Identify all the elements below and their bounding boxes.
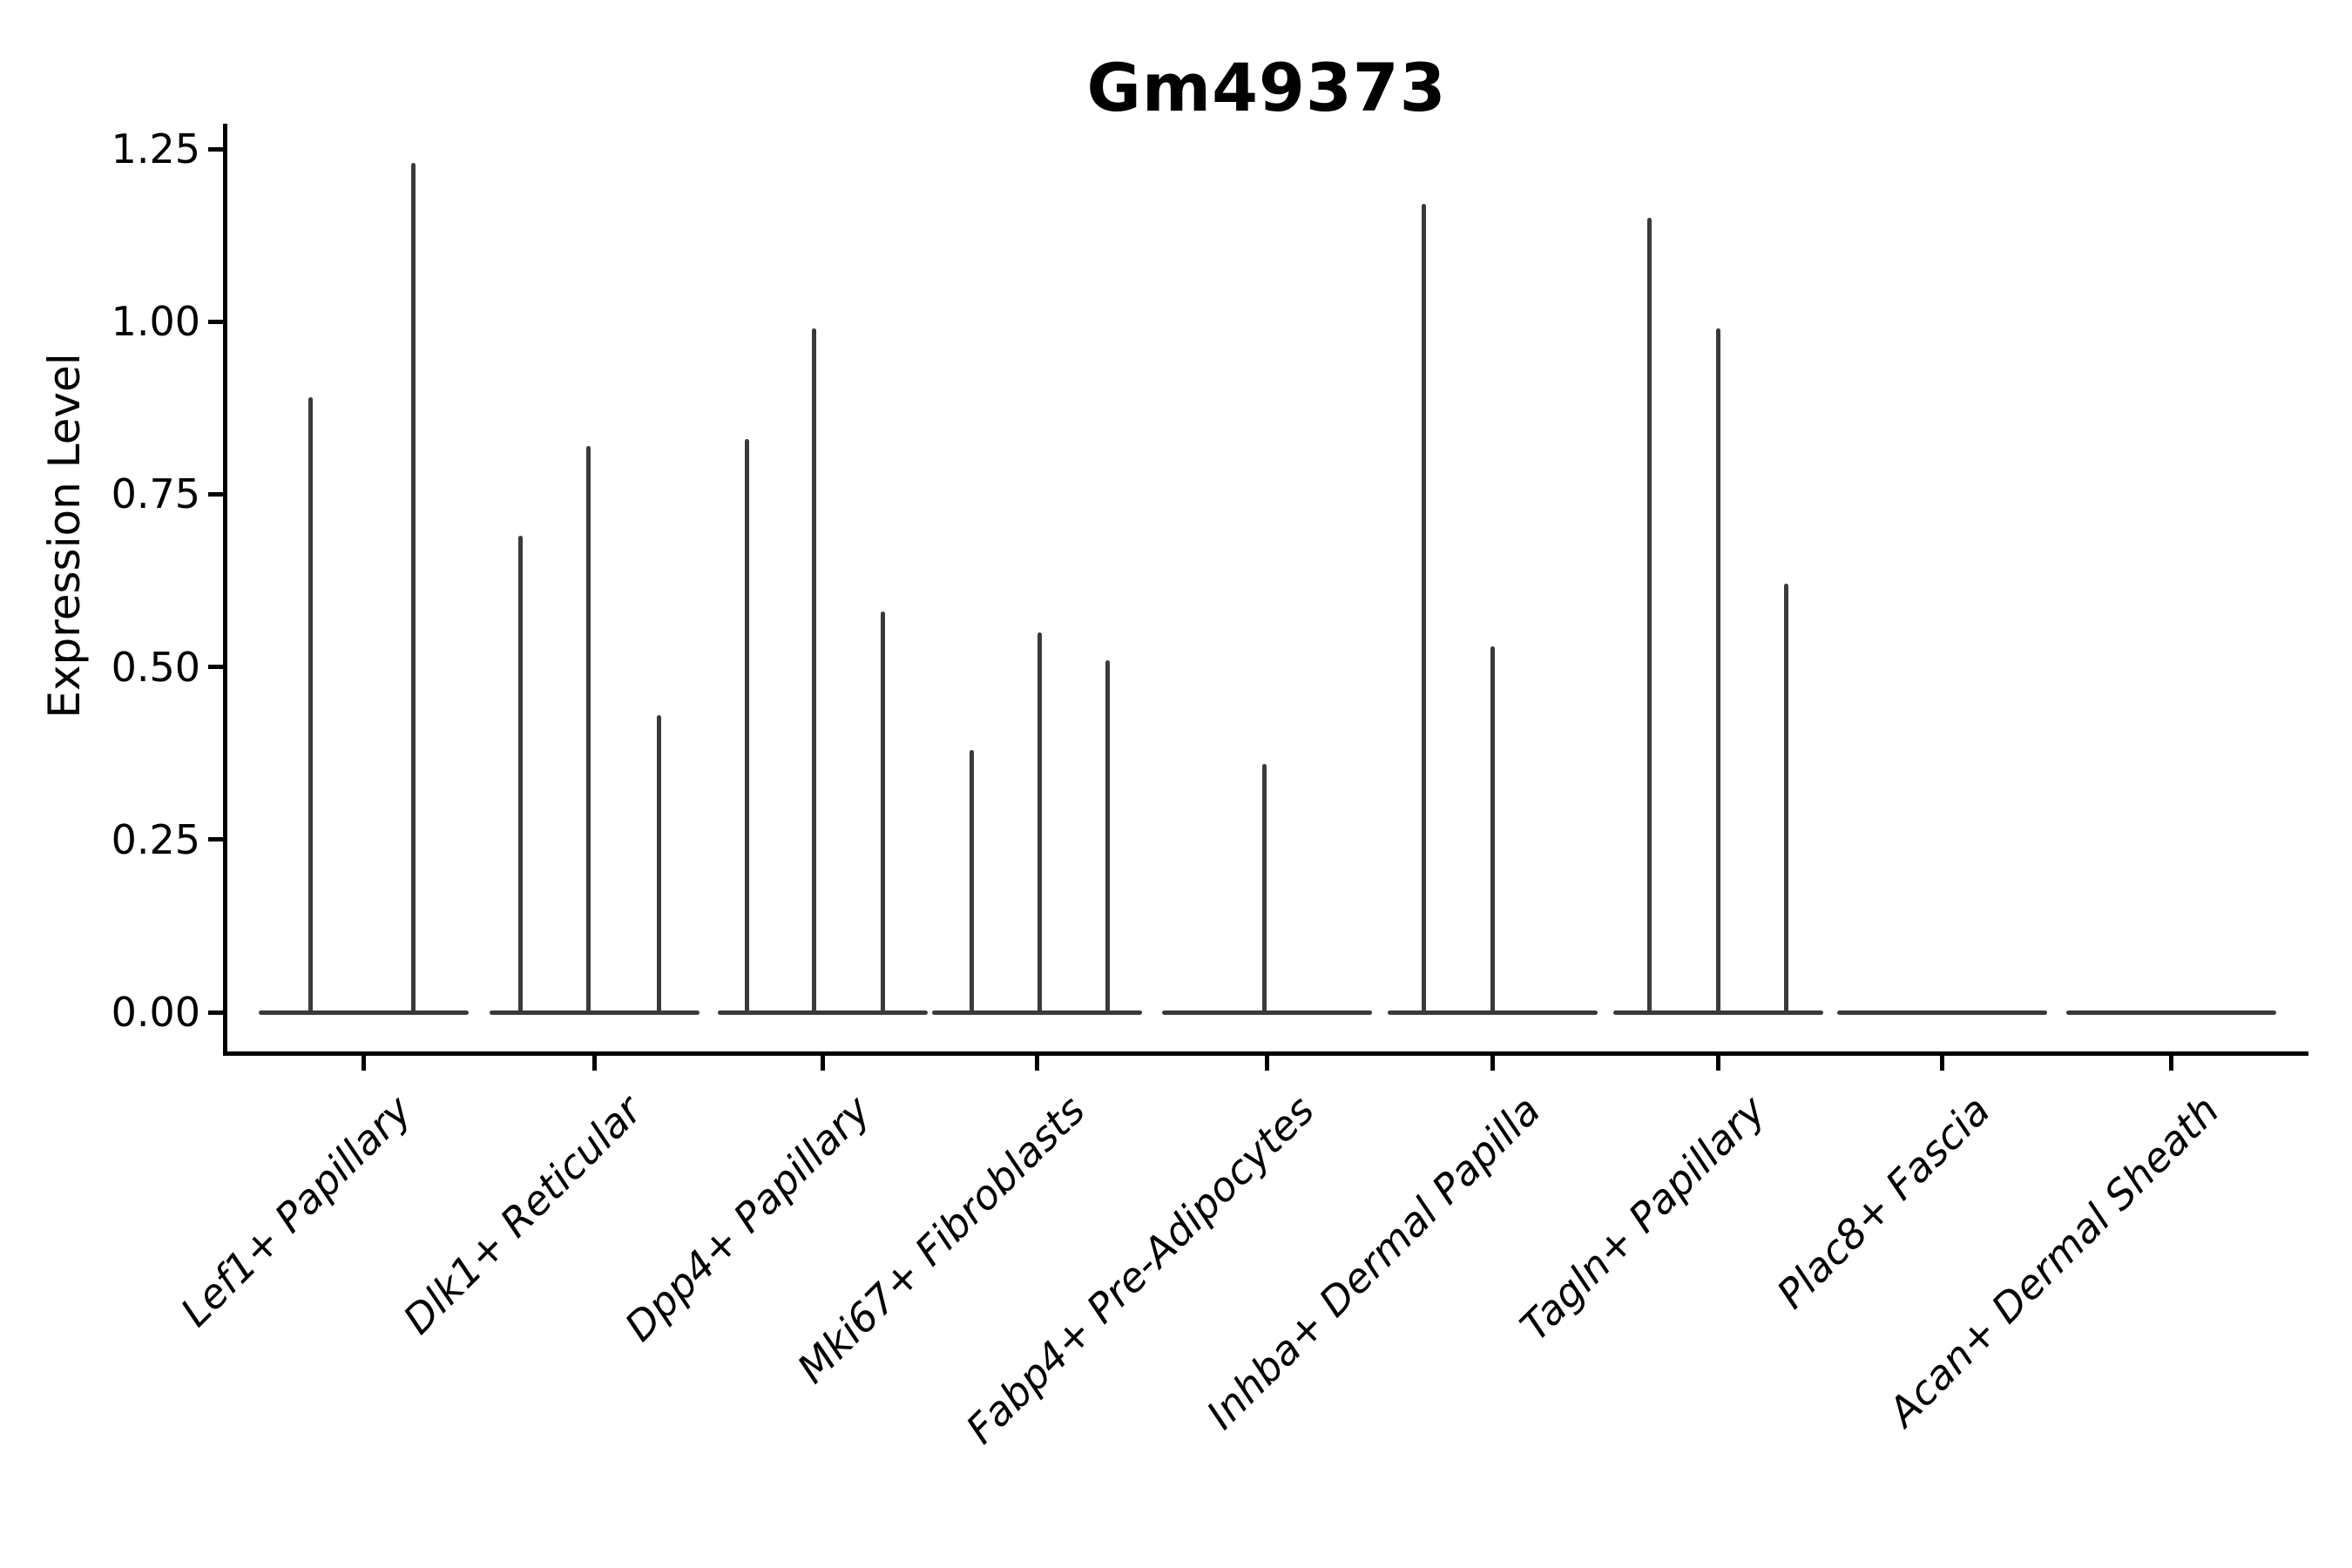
violin-spike — [1037, 632, 1043, 1014]
violin-spike — [1715, 328, 1720, 1014]
violin-spike — [586, 445, 591, 1014]
violin-spike — [1105, 659, 1111, 1014]
y-tick-label: 1.25 — [111, 125, 200, 172]
y-tick — [208, 319, 223, 324]
x-tick — [1490, 1056, 1495, 1071]
violin-baseline — [1836, 1010, 2047, 1015]
x-tick — [1715, 1056, 1720, 1071]
x-tick — [591, 1056, 597, 1071]
violin-spike — [1490, 645, 1495, 1014]
x-tick-label: Plac8+ Fascia — [1767, 1086, 1999, 1318]
x-tick — [820, 1056, 825, 1071]
x-tick-label: Lef1+ Papillary — [171, 1086, 421, 1336]
violin-spike — [518, 535, 524, 1014]
y-tick-label: 1.00 — [111, 298, 200, 346]
violin-spike — [881, 612, 886, 1014]
x-tick — [1264, 1056, 1269, 1071]
y-tick — [208, 146, 223, 152]
violin-spike — [1647, 218, 1652, 1014]
x-axis-line — [223, 1051, 2308, 1056]
violin-spike — [969, 749, 974, 1014]
violin-spike — [744, 438, 749, 1014]
violin-baseline — [717, 1010, 928, 1015]
y-tick — [208, 1010, 223, 1015]
x-tick — [1034, 1056, 1039, 1071]
violin-baseline — [489, 1010, 700, 1015]
x-tick — [361, 1056, 366, 1071]
violin-spike — [1262, 763, 1267, 1014]
y-tick-label: 0.00 — [111, 989, 200, 1036]
violin-baseline — [931, 1010, 1142, 1015]
x-tick — [1939, 1056, 1944, 1071]
chart-title: Gm49373 — [1086, 49, 1447, 126]
y-tick — [208, 665, 223, 670]
x-tick — [2168, 1056, 2173, 1071]
violin-baseline — [258, 1010, 469, 1015]
x-tick-label: Tagln+ Papillary — [1511, 1086, 1775, 1350]
y-axis-line — [223, 124, 227, 1056]
violin-spike — [411, 162, 416, 1014]
y-tick-label: 0.25 — [111, 815, 200, 863]
violin-spike — [811, 328, 816, 1014]
y-tick — [208, 491, 223, 497]
y-tick — [208, 837, 223, 842]
x-tick-label: Dlk1+ Reticular — [394, 1086, 652, 1343]
y-tick-label: 0.50 — [111, 643, 200, 691]
violin-spike — [1783, 584, 1788, 1014]
violin-spike — [1422, 204, 1427, 1014]
violin-baseline — [2065, 1010, 2276, 1015]
violin-spike — [308, 397, 314, 1014]
violin-spike — [657, 715, 662, 1014]
y-tick-label: 0.75 — [111, 470, 200, 518]
